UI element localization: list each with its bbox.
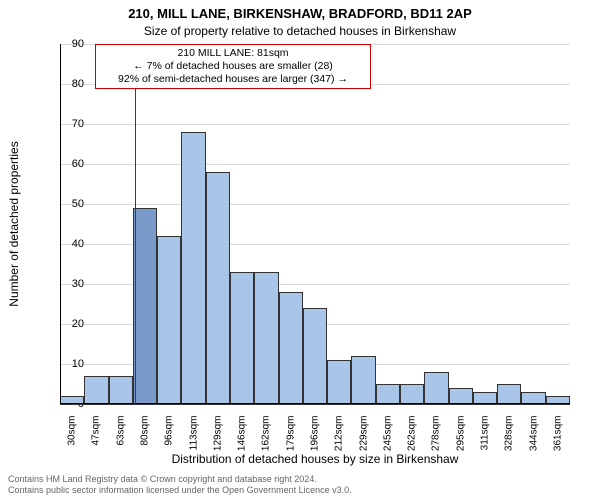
x-tick-label: 278sqm — [431, 416, 442, 456]
bar — [230, 272, 254, 404]
bars-layer — [60, 44, 570, 404]
x-tick-label: 162sqm — [261, 416, 272, 456]
y-axis-line — [60, 44, 61, 404]
bar — [400, 384, 424, 404]
bar — [109, 376, 133, 404]
x-tick-label: 80sqm — [140, 416, 151, 456]
bar — [279, 292, 303, 404]
bar — [206, 172, 230, 404]
x-tick-label: 212sqm — [334, 416, 345, 456]
reference-line — [135, 44, 136, 404]
bar — [254, 272, 278, 404]
x-tick-label: 328sqm — [504, 416, 515, 456]
bar — [157, 236, 181, 404]
bar — [303, 308, 327, 404]
bar — [181, 132, 205, 404]
bar — [424, 372, 448, 404]
info-box-line1: 210 MILL LANE: 81sqm — [100, 47, 366, 60]
x-tick-label: 311sqm — [480, 416, 491, 456]
info-box-line3: 92% of semi-detached houses are larger (… — [100, 73, 366, 86]
bar — [133, 208, 157, 404]
x-tick-label: 262sqm — [407, 416, 418, 456]
footer-line1: Contains HM Land Registry data © Crown c… — [8, 474, 352, 485]
gridline-h — [60, 404, 570, 405]
chart-container: 210, MILL LANE, BIRKENSHAW, BRADFORD, BD… — [0, 0, 600, 500]
x-tick-label: 47sqm — [91, 416, 102, 456]
chart-title-sub: Size of property relative to detached ho… — [0, 24, 600, 38]
x-axis-line — [60, 403, 570, 404]
x-tick-label: 113sqm — [188, 416, 199, 456]
x-tick-label: 361sqm — [552, 416, 563, 456]
x-tick-label: 229sqm — [358, 416, 369, 456]
x-tick-label: 129sqm — [212, 416, 223, 456]
x-tick-label: 196sqm — [310, 416, 321, 456]
x-tick-label: 245sqm — [382, 416, 393, 456]
bar — [351, 356, 375, 404]
bar — [449, 388, 473, 404]
footer-line2: Contains public sector information licen… — [8, 485, 352, 496]
x-tick-label: 63sqm — [115, 416, 126, 456]
bar — [376, 384, 400, 404]
bar — [497, 384, 521, 404]
x-tick-label: 179sqm — [285, 416, 296, 456]
x-tick-label: 30sqm — [67, 416, 78, 456]
chart-title-main: 210, MILL LANE, BIRKENSHAW, BRADFORD, BD… — [0, 6, 600, 21]
x-tick-label: 295sqm — [455, 416, 466, 456]
bar — [84, 376, 108, 404]
x-tick-label: 96sqm — [164, 416, 175, 456]
y-axis-label: Number of detached properties — [7, 141, 21, 306]
x-tick-label: 146sqm — [237, 416, 248, 456]
footer-attribution: Contains HM Land Registry data © Crown c… — [8, 474, 352, 496]
info-box-line2: ← 7% of detached houses are smaller (28) — [100, 60, 366, 73]
x-tick-label: 344sqm — [528, 416, 539, 456]
plot-area — [60, 44, 570, 404]
info-box: 210 MILL LANE: 81sqm ← 7% of detached ho… — [95, 44, 371, 89]
bar — [327, 360, 351, 404]
